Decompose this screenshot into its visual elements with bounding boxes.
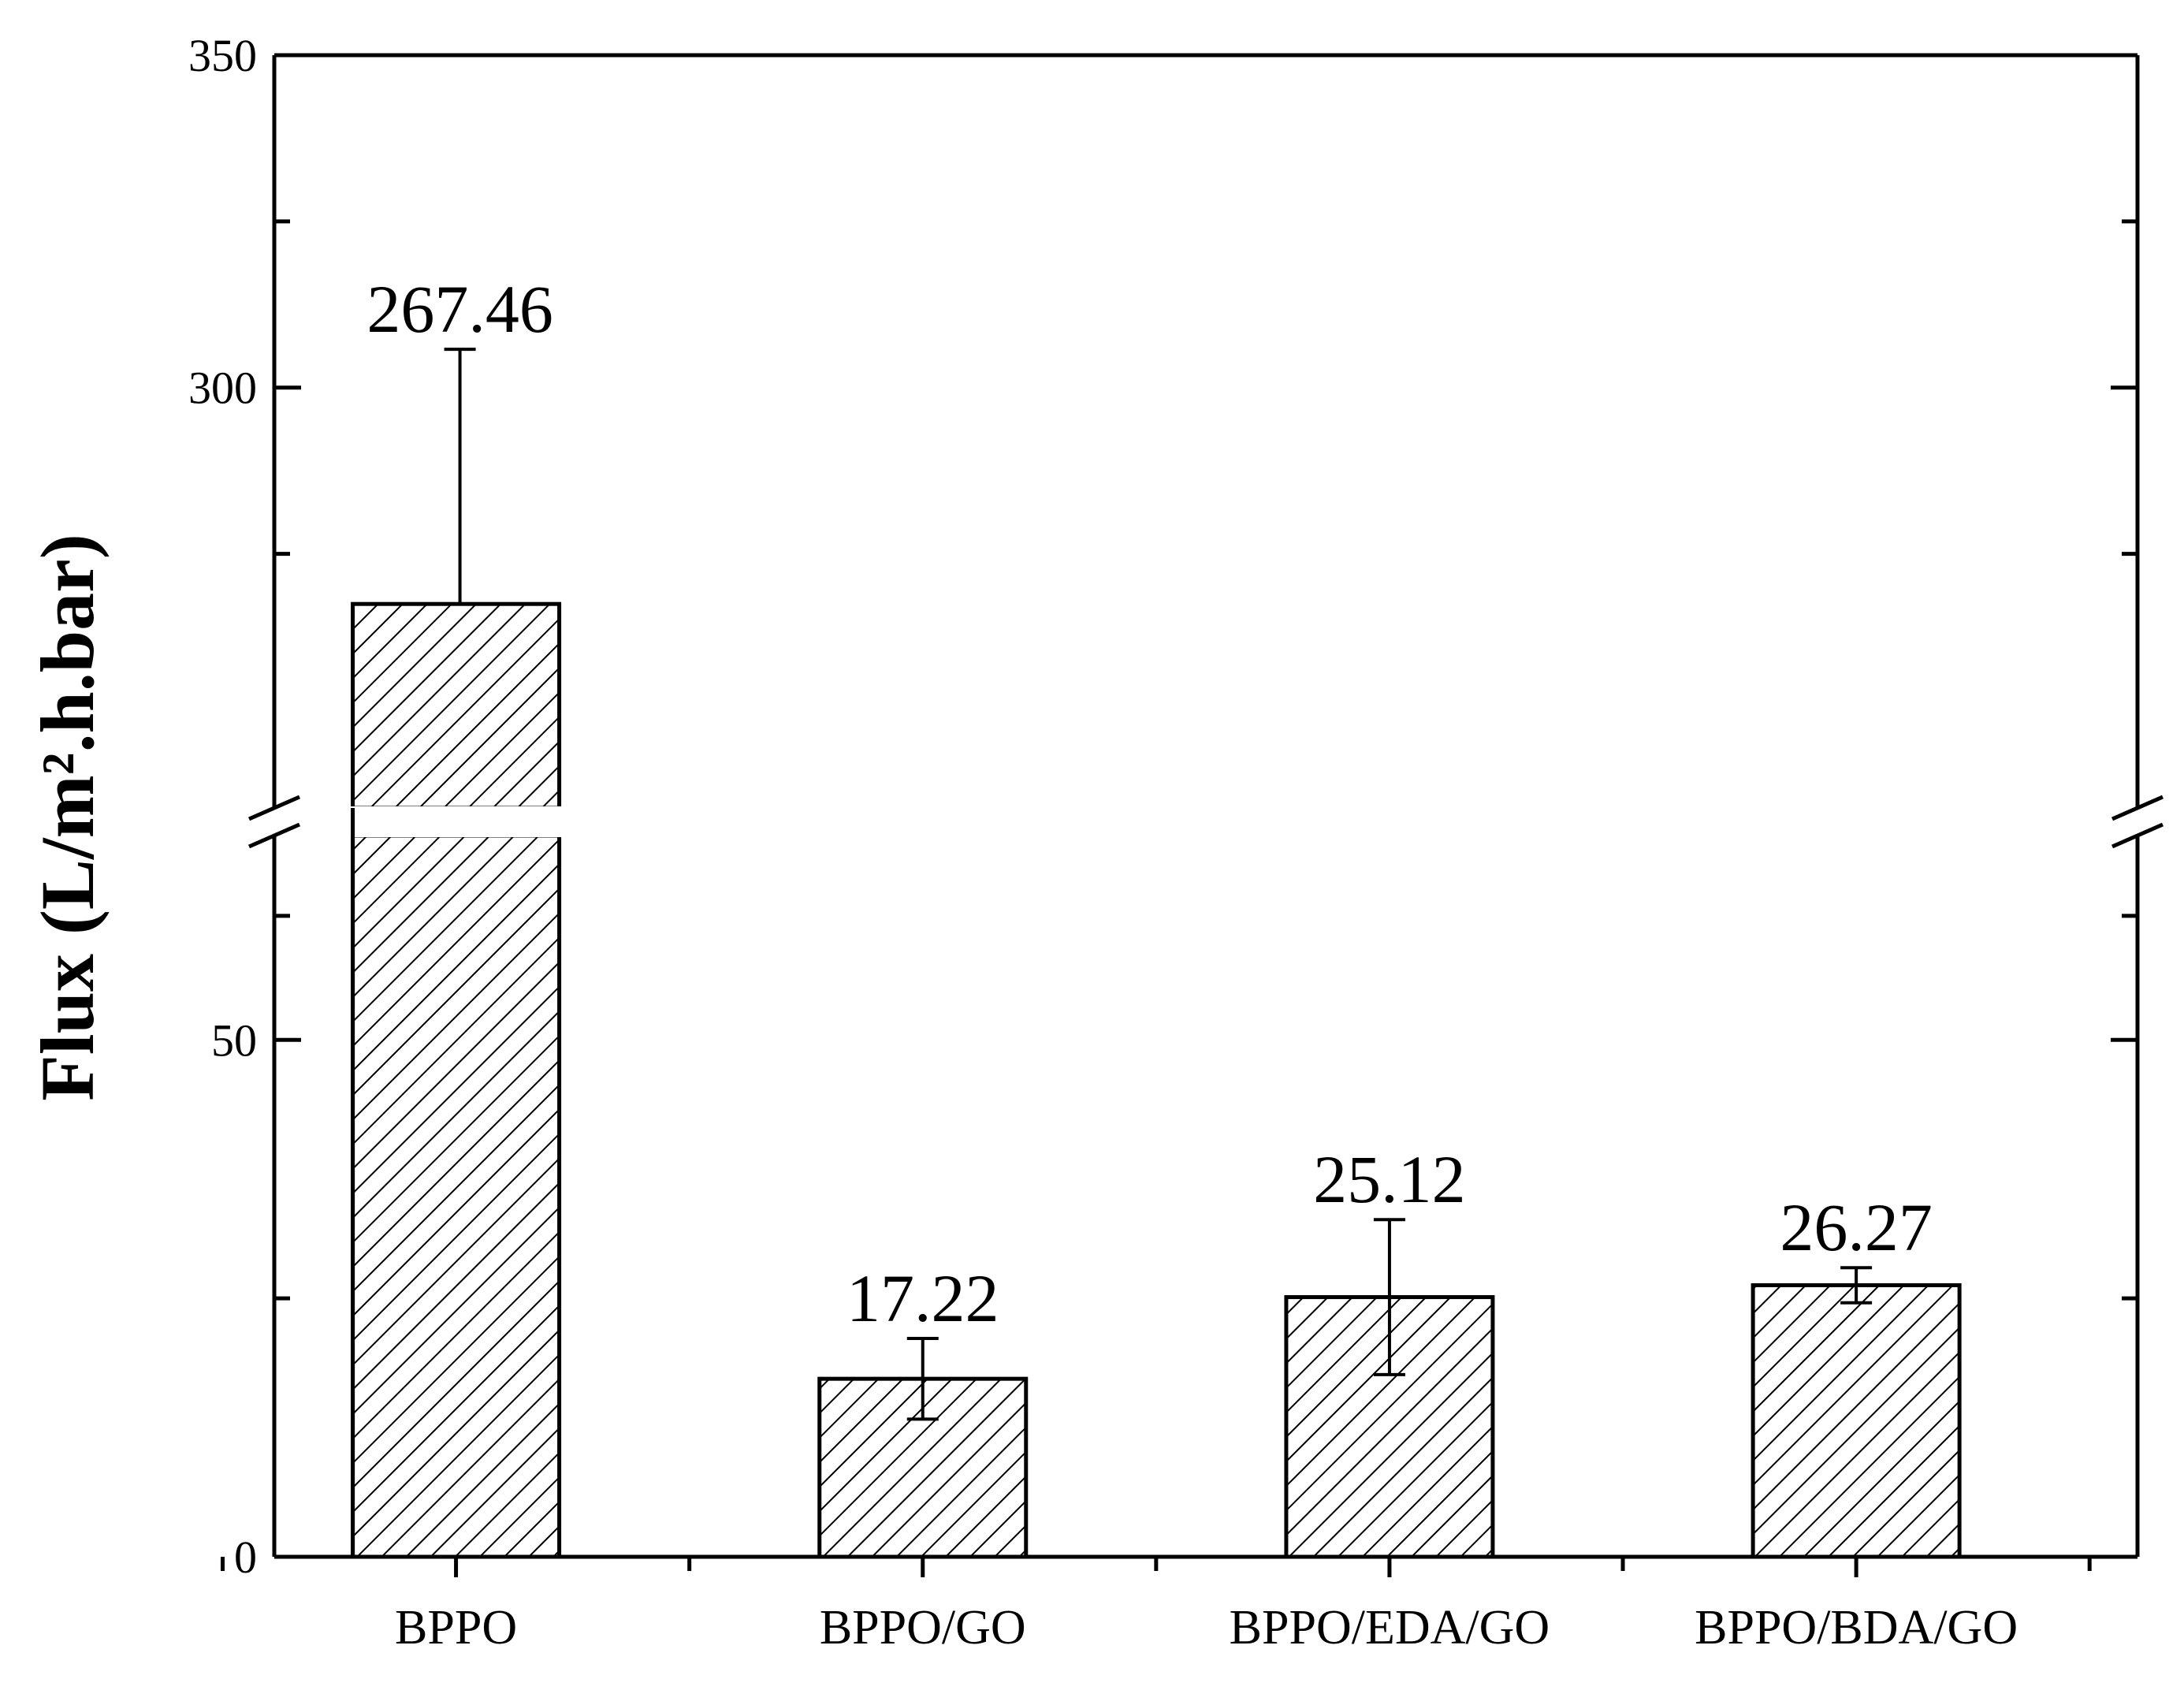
- axis-break-mark-right-1: [2111, 795, 2164, 821]
- y-tick-label: 350: [188, 30, 257, 81]
- data-label: 26.27: [1780, 1189, 1933, 1265]
- bar-lower-segment[interactable]: [351, 833, 562, 1559]
- y-tick-label: 50: [211, 1014, 257, 1066]
- bar-break-gap: [349, 806, 563, 837]
- bar[interactable]: [1751, 1282, 1962, 1559]
- data-label: 17.22: [846, 1260, 999, 1336]
- x-tick-label: BPPO/BDA/GO: [1695, 1601, 2018, 1655]
- plot-area: 0 50 300 350 267.46 BPPO 17.22 BPPO/GO 25.12 BPPO…: [188, 30, 2164, 1655]
- y-tick-label: 300: [188, 363, 257, 414]
- axis-break-mark-right-2: [2111, 822, 2164, 849]
- y-axis-title: Flux (L/m².h.bar): [25, 534, 110, 1100]
- y-axis-title-group: Flux (L/m².h.bar): [25, 534, 110, 1100]
- data-label: 267.46: [366, 271, 553, 347]
- x-tick-label: BPPO: [395, 1601, 517, 1655]
- x-tick-label: BPPO/GO: [820, 1601, 1026, 1655]
- axis-break-mark-left-2: [247, 822, 301, 849]
- data-label: 25.12: [1313, 1141, 1466, 1217]
- axis-break-mark-left-1: [247, 795, 301, 821]
- x-tick-label: BPPO/EDA/GO: [1230, 1601, 1550, 1655]
- bar-upper-segment[interactable]: [351, 601, 562, 810]
- y-tick-label: 0: [234, 1532, 257, 1583]
